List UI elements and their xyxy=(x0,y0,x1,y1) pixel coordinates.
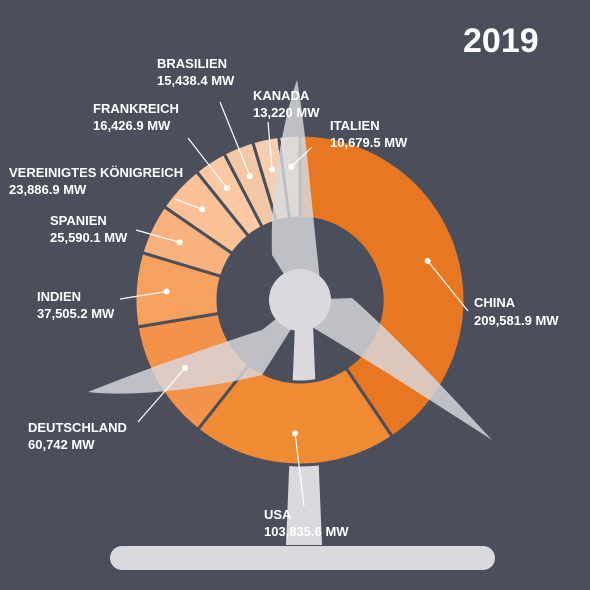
leader-line-spanien xyxy=(135,229,180,243)
spanien-value: 25,590.1 MW xyxy=(50,230,128,245)
leader-line-kanada xyxy=(267,121,273,170)
label-indien: INDIEN 37,505.2 MW xyxy=(37,289,115,321)
kanada-name: KANADA xyxy=(253,88,310,103)
leader-dot-usa xyxy=(292,430,299,437)
leader-dot-kanada xyxy=(269,166,276,173)
leader-line-deutschland xyxy=(137,367,186,423)
italien-value: 10,679.5 MW xyxy=(330,135,408,150)
indien-value: 37,505.2 MW xyxy=(37,306,115,321)
brasilien-name: BRASILIEN xyxy=(157,56,227,71)
turbine-hub xyxy=(269,269,331,331)
slice-china xyxy=(298,133,467,439)
china-name: CHINA xyxy=(474,295,516,310)
blade-right xyxy=(300,298,492,440)
leader-line-china xyxy=(427,260,469,312)
label-spanien: SPANIEN 25,590.1 MW xyxy=(50,213,128,245)
leader-line-frankreich xyxy=(187,137,228,189)
vereinigtes-koenigreich-name: VEREINIGTES KÖNIGREICH xyxy=(9,165,183,180)
blade-top xyxy=(271,80,320,300)
frankreich-name: FRANKREICH xyxy=(93,101,179,116)
leader-dot-brasilien xyxy=(246,173,253,180)
china-value: 209,581.9 MW xyxy=(474,313,559,328)
turbine-blades xyxy=(88,80,492,440)
label-usa: USA 103,835.6 MW xyxy=(264,507,349,539)
leader-dot-italien xyxy=(288,163,295,170)
leader-dot-spanien xyxy=(176,239,183,246)
leader-line-brasilien xyxy=(219,101,251,177)
leader-dot-vereinigtes-k-nigreich xyxy=(199,206,206,213)
spanien-name: SPANIEN xyxy=(50,213,107,228)
leader-dot-deutschland xyxy=(182,364,189,371)
leader-lines xyxy=(119,101,469,507)
label-brasilien: BRASILIEN 15,438.4 MW xyxy=(157,56,235,88)
leader-line-italien xyxy=(290,146,313,168)
slice-usa xyxy=(195,362,395,467)
usa-name: USA xyxy=(264,507,292,522)
year-label: 2019 xyxy=(463,22,539,60)
italien-name: ITALIEN xyxy=(330,118,380,133)
frankreich-value: 16,426.9 MW xyxy=(93,118,171,133)
leader-line-usa xyxy=(294,433,305,507)
label-frankreich: FRANKREICH 16,426.9 MW xyxy=(93,101,179,133)
turbine-base xyxy=(110,546,495,570)
label-deutschland: DEUTSCHLAND 60,742 MW xyxy=(28,420,127,452)
blade-left xyxy=(88,300,300,394)
leader-dot-frankreich xyxy=(224,185,231,192)
label-vereinigtes-koenigreich: VEREINIGTES KÖNIGREICH 23,886.9 MW xyxy=(9,165,183,197)
label-italien: ITALIEN 10,679.5 MW xyxy=(330,118,408,150)
label-kanada: KANADA 13,220 MW xyxy=(253,88,320,120)
brasilien-value: 15,438.4 MW xyxy=(157,73,235,88)
vereinigtes-koenigreich-value: 23,886.9 MW xyxy=(9,182,87,197)
usa-value: 103,835.6 MW xyxy=(264,524,349,539)
leader-line-vereinigtes-k-nigreich xyxy=(174,198,203,210)
label-china: CHINA 209,581.9 MW xyxy=(474,295,559,328)
leader-line-indien xyxy=(119,290,167,300)
kanada-value: 13,220 MW xyxy=(253,105,320,120)
deutschland-name: DEUTSCHLAND xyxy=(28,420,127,435)
leader-dot-china xyxy=(424,257,431,264)
indien-name: INDIEN xyxy=(37,289,81,304)
deutschland-value: 60,742 MW xyxy=(28,437,95,452)
leader-dot-indien xyxy=(163,288,170,295)
